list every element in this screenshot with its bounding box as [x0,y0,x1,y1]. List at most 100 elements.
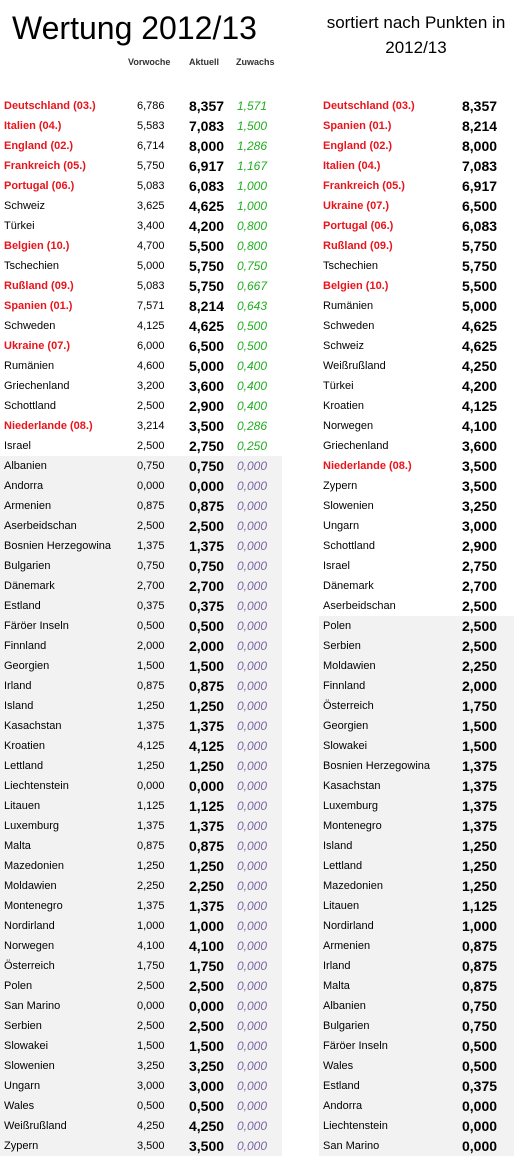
country-name: Finnland [4,640,47,652]
zuwachs-value: 0,000 [237,719,268,733]
aktuell-value: 2,700 [189,578,225,594]
vorwoche-value: 5,583 [137,120,165,132]
country-name: Litauen [323,900,360,912]
punkte-value: 4,625 [462,338,498,354]
country-name: Italien (04.) [4,120,62,132]
zuwachs-value: 0,000 [237,799,268,813]
zuwachs-value: 1,500 [237,119,268,133]
table-row: Aserbeidschan 2,500 [319,596,514,616]
country-name: Schweiz [4,200,45,212]
vorwoche-value: 0,500 [137,620,165,632]
country-name: Türkei [323,380,354,392]
table-row: Liechtenstein 0,000 0,000 0,000 [0,776,282,796]
zuwachs-value: 1,571 [237,99,268,113]
table-row: Deutschland (03.) 8,357 [319,96,514,116]
table-row: Rußland (09.) 5,083 5,750 0,667 [0,276,282,296]
page-title: Wertung 2012/13 [12,10,257,46]
table-row: Deutschland (03.) 6,786 8,357 1,571 [0,96,282,116]
punkte-value: 2,250 [462,658,498,674]
zuwachs-value: 1,000 [237,179,268,193]
country-name: Slowenien [4,1060,55,1072]
table-row: Dänemark 2,700 2,700 0,000 [0,576,282,596]
zuwachs-value: 0,000 [237,699,268,713]
aktuell-value: 1,000 [189,918,225,934]
vorwoche-value: 6,786 [137,100,165,112]
zuwachs-value: 0,800 [237,239,268,253]
zuwachs-value: 1,167 [237,159,268,173]
table-row: Kasachstan 1,375 [319,776,514,796]
table-row: England (02.) 6,714 8,000 1,286 [0,136,282,156]
country-name: Niederlande (08.) [4,420,93,432]
country-name: Lettland [323,860,363,872]
table-row: Norwegen 4,100 4,100 0,000 [0,936,282,956]
table-row: Zypern 3,500 3,500 0,000 [0,1136,282,1156]
table-row: Polen 2,500 2,500 0,000 [0,976,282,996]
country-name: Albanien [4,460,47,472]
country-name: Belgien (10.) [323,280,389,292]
vorwoche-value: 0,875 [137,840,165,852]
country-name: Lettland [4,760,44,772]
aktuell-value: 8,000 [189,138,225,154]
table-row: Bulgarien 0,750 0,750 0,000 [0,556,282,576]
punkte-value: 1,250 [462,878,498,894]
country-name: Andorra [4,480,44,492]
table-row: Slowenien 3,250 3,250 0,000 [0,1056,282,1076]
country-name: Österreich [4,960,55,972]
aktuell-value: 5,500 [189,238,225,254]
vorwoche-value: 1,500 [137,660,165,672]
country-name: Wales [4,1100,35,1112]
aktuell-value: 1,375 [189,538,225,554]
vorwoche-value: 5,083 [137,280,165,292]
country-name: Luxemburg [4,820,60,832]
table-row: Frankreich (05.) 6,917 [319,176,514,196]
vorwoche-value: 4,600 [137,360,165,372]
country-name: Kroatien [4,740,45,752]
vorwoche-value: 1,375 [137,720,165,732]
table-row: Belgien (10.) 4,700 5,500 0,800 [0,236,282,256]
table-row: Mazedonien 1,250 [319,876,514,896]
country-name: Rumänien [4,360,55,372]
vorwoche-value: 1,375 [137,540,165,552]
vorwoche-value: 7,571 [137,300,165,312]
country-name: Weißrußland [323,360,386,372]
table-row: Ungarn 3,000 [319,516,514,536]
country-name: Irland [323,960,351,972]
vorwoche-value: 2,500 [137,440,165,452]
table-row: Luxemburg 1,375 1,375 0,000 [0,816,282,836]
zuwachs-value: 0,400 [237,359,268,373]
aktuell-value: 8,214 [189,298,225,314]
zuwachs-value: 0,000 [237,599,268,613]
table-row: Rumänien 5,000 [319,296,514,316]
vorwoche-value: 3,000 [137,1080,165,1092]
table-row: Färöer Inseln 0,500 0,500 0,000 [0,616,282,636]
vorwoche-value: 2,500 [137,520,165,532]
table-row: Litauen 1,125 [319,896,514,916]
table-row: Moldawien 2,250 2,250 0,000 [0,876,282,896]
punkte-value: 0,000 [462,1138,498,1154]
vorwoche-value: 2,000 [137,640,165,652]
aktuell-value: 1,125 [189,798,225,814]
punkte-value: 1,125 [462,898,498,914]
table-row: Nordirland 1,000 [319,916,514,936]
table-row: Slowakei 1,500 1,500 0,000 [0,1036,282,1056]
aktuell-value: 7,083 [189,118,225,134]
table-row: Slowenien 3,250 [319,496,514,516]
aktuell-value: 1,250 [189,758,225,774]
vorwoche-value: 1,375 [137,820,165,832]
zuwachs-value: 0,000 [237,459,268,473]
punkte-value: 0,375 [462,1078,498,1094]
country-name: Irland [4,680,32,692]
aktuell-value: 0,500 [189,1098,225,1114]
table-row: Schottland 2,900 [319,536,514,556]
aktuell-value: 4,250 [189,1118,225,1134]
country-name: Dänemark [323,580,374,592]
vorwoche-value: 1,375 [137,900,165,912]
country-name: Estland [323,1080,360,1092]
country-name: Zypern [323,480,358,492]
table-row: Slowakei 1,500 [319,736,514,756]
zuwachs-value: 0,000 [237,1119,268,1133]
punkte-value: 4,625 [462,318,498,334]
country-name: Norwegen [4,940,55,952]
table-row: Litauen 1,125 1,125 0,000 [0,796,282,816]
zuwachs-value: 1,000 [237,199,268,213]
